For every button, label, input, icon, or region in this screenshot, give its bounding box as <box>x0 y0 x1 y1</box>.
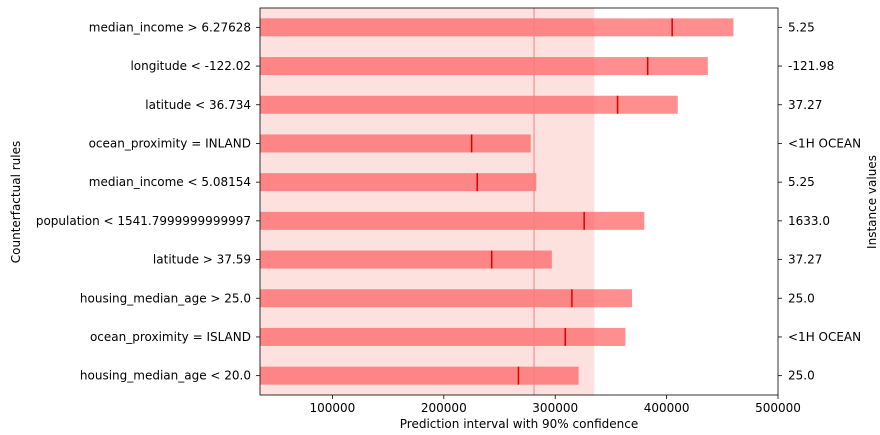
interval-bar <box>260 289 633 308</box>
interval-bar <box>260 134 531 153</box>
instance-value-label: 1633.0 <box>788 214 830 228</box>
interval-bar <box>260 211 645 230</box>
interval-bar <box>260 95 678 114</box>
x-axis-label: Prediction interval with 90% confidence <box>400 417 638 431</box>
interval-bar <box>260 366 579 385</box>
instance-value-label: <1H OCEAN <box>788 330 861 344</box>
rule-label: longitude < -122.02 <box>130 59 251 73</box>
rule-label: latitude > 37.59 <box>153 253 251 267</box>
axes-border <box>259 7 779 396</box>
x-axis-ticks: 100000 200000 300000 400000 500000 <box>310 395 801 415</box>
instance-value-label: <1H OCEAN <box>788 136 861 150</box>
rule-label: ocean_proximity = INLAND <box>89 136 251 150</box>
x-tick-label: 100000 <box>310 401 356 415</box>
x-tick-label: 300000 <box>532 401 578 415</box>
y-axis-label-left: Counterfactual rules <box>9 141 23 263</box>
instance-value-label: 25.0 <box>788 369 815 383</box>
median-markers-layer <box>470 18 673 385</box>
rule-label: housing_median_age < 20.0 <box>80 369 251 383</box>
interval-bar <box>260 250 552 269</box>
interval-bar <box>260 173 537 192</box>
rule-label: ocean_proximity = ISLAND <box>90 330 251 344</box>
x-tick-label: 200000 <box>421 401 467 415</box>
rule-label: population < 1541.7999999999997 <box>36 214 251 228</box>
interval-bar <box>260 327 626 346</box>
instance-value-label: 37.27 <box>788 253 822 267</box>
left-rule-labels: median_income > 6.27628 longitude < -122.… <box>36 20 251 382</box>
instance-value-label: 5.25 <box>788 175 815 189</box>
instance-value-label: -121.98 <box>788 59 834 73</box>
x-tick-label: 500000 <box>755 401 801 415</box>
instance-value-label: 37.27 <box>788 98 822 112</box>
rule-label: latitude < 36.734 <box>145 98 251 112</box>
y-axis-label-right: Instance values <box>865 155 879 249</box>
plot-frame <box>256 7 782 396</box>
interval-bar <box>260 57 708 76</box>
rule-label: median_income < 5.08154 <box>89 175 251 189</box>
rule-label: median_income > 6.27628 <box>89 20 251 34</box>
rule-label: housing_median_age > 25.0 <box>80 291 251 305</box>
interval-bar <box>260 18 734 37</box>
instance-value-label: 5.25 <box>788 20 815 34</box>
right-instance-labels: 5.25 -121.98 37.27 <1H OCEAN 5.25 1633.0 37.27… <box>788 20 861 382</box>
interval-bars-layer <box>260 18 734 385</box>
instance-value-label: 25.0 <box>788 291 815 305</box>
x-tick-label: 400000 <box>644 401 690 415</box>
